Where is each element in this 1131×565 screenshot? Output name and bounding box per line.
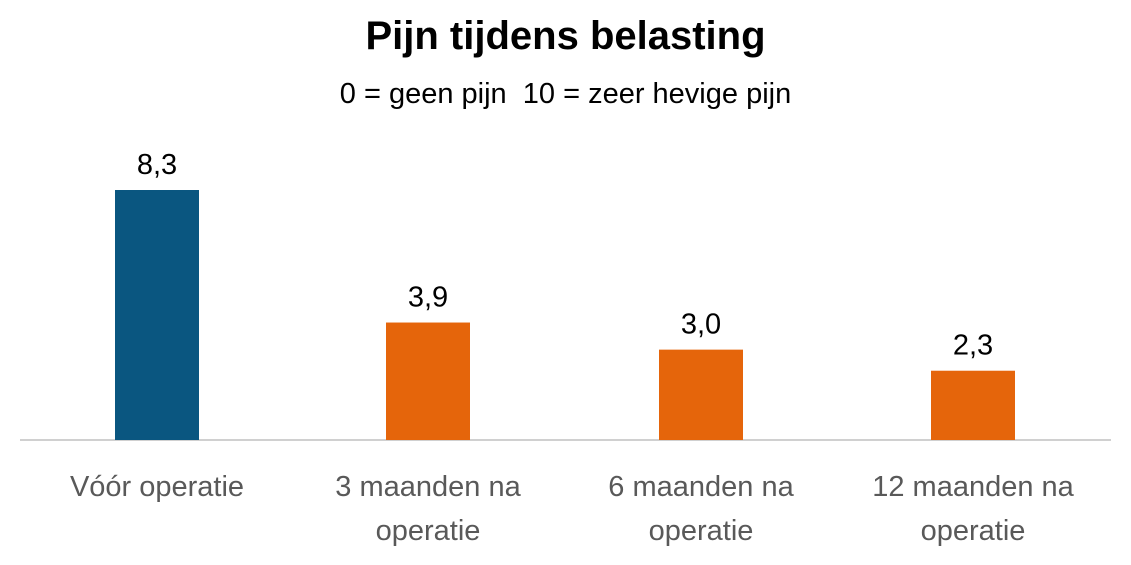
bar-3 [931, 370, 1015, 440]
category-label-line: 6 maanden na [608, 471, 794, 503]
category-label-line: operatie [648, 515, 754, 547]
bar-1 [386, 322, 470, 440]
bar-2 [659, 349, 743, 440]
category-label-3: 12 maanden na operatie [843, 465, 1103, 553]
category-label-line: 3 maanden na [335, 471, 521, 503]
category-label-line: operatie [920, 515, 1026, 547]
data-label-1: 3,9 [408, 282, 448, 314]
category-label-line: 12 maanden na [872, 471, 1074, 503]
category-label-2: 6 maanden na operatie [571, 465, 831, 553]
chart-title: Pijn tijdens belasting [365, 14, 766, 58]
bar-0 [115, 190, 199, 440]
data-label-3: 2,3 [953, 330, 993, 362]
chart-subtitle: 0 = geen pijn 10 = zeer hevige pijn [339, 78, 792, 110]
category-label-1: 3 maanden na operatie [298, 465, 558, 553]
data-label-2: 3,0 [681, 309, 721, 341]
category-label-line: Vóór operatie [69, 471, 245, 503]
category-label-line: operatie [375, 515, 481, 547]
data-label-0: 8,3 [137, 149, 177, 181]
category-label-0: Vóór operatie [27, 465, 287, 509]
